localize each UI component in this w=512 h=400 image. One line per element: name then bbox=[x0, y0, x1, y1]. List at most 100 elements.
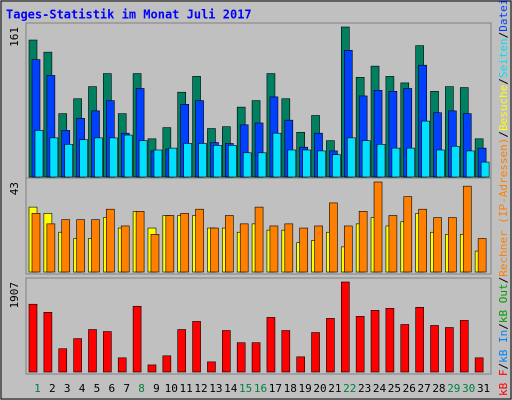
bar bbox=[123, 134, 133, 178]
bar bbox=[31, 213, 41, 273]
bar bbox=[358, 211, 368, 273]
bar bbox=[76, 219, 85, 273]
legend-separator: / bbox=[497, 78, 510, 85]
x-tick-label: 31 bbox=[477, 382, 490, 395]
bar bbox=[183, 143, 193, 178]
bar bbox=[49, 137, 59, 178]
x-tick-label: 24 bbox=[373, 382, 387, 395]
bar bbox=[388, 215, 398, 273]
bar bbox=[329, 202, 338, 273]
bar bbox=[340, 281, 350, 373]
bar bbox=[109, 137, 118, 178]
legend-separator: / bbox=[497, 323, 510, 330]
bar bbox=[403, 196, 413, 273]
bar bbox=[46, 223, 56, 273]
y-tick-label: 161 bbox=[8, 27, 21, 47]
bar bbox=[317, 150, 326, 178]
bar bbox=[391, 147, 401, 178]
bar bbox=[314, 225, 323, 273]
legend-separator: / bbox=[497, 363, 510, 370]
x-tick-label: 1 bbox=[34, 382, 41, 395]
bar bbox=[192, 321, 201, 373]
bar bbox=[195, 208, 204, 273]
legend-separator: / bbox=[497, 131, 510, 138]
bar bbox=[296, 356, 305, 373]
bar bbox=[198, 143, 207, 178]
x-tick-label: 11 bbox=[180, 382, 193, 395]
bar bbox=[147, 364, 157, 373]
bar bbox=[299, 227, 308, 273]
bar bbox=[177, 329, 187, 373]
x-tick-label: 25 bbox=[388, 382, 401, 395]
bar bbox=[311, 332, 320, 373]
bar bbox=[418, 208, 427, 273]
x-tick-label: 2 bbox=[49, 382, 56, 395]
legend-entry: kB Out bbox=[497, 283, 510, 323]
x-tick-label: 12 bbox=[194, 382, 207, 395]
x-tick-label: 8 bbox=[138, 382, 145, 395]
x-tick-label: 28 bbox=[432, 382, 445, 395]
x-tick-label: 30 bbox=[462, 382, 475, 395]
legend-separator: / bbox=[497, 32, 510, 39]
bar bbox=[239, 223, 249, 273]
legend-separator: / bbox=[497, 277, 510, 284]
x-tick-label: 3 bbox=[64, 382, 71, 395]
bar bbox=[266, 317, 276, 373]
legend-entry: Seiten bbox=[497, 38, 510, 78]
x-tick-label: 21 bbox=[328, 382, 341, 395]
bar bbox=[180, 213, 190, 273]
bar bbox=[242, 152, 252, 178]
bar bbox=[448, 217, 457, 273]
bar bbox=[132, 305, 142, 373]
x-tick-label: 10 bbox=[165, 382, 178, 395]
x-tick-label: 26 bbox=[403, 382, 416, 395]
bar bbox=[433, 217, 442, 273]
x-tick-label: 16 bbox=[254, 382, 267, 395]
bar bbox=[272, 132, 282, 178]
bar bbox=[474, 357, 484, 373]
bar bbox=[370, 310, 380, 373]
bar bbox=[138, 140, 148, 178]
x-tick-label: 18 bbox=[284, 382, 297, 395]
bar bbox=[421, 120, 430, 178]
x-tick-label: 17 bbox=[269, 382, 282, 395]
bar bbox=[34, 130, 44, 178]
bar bbox=[165, 215, 175, 273]
bar bbox=[150, 234, 160, 273]
bar bbox=[430, 325, 439, 373]
bar bbox=[332, 154, 341, 178]
bar bbox=[28, 303, 38, 373]
legend-entry: Dateien bbox=[497, 0, 510, 32]
x-tick-label: 22 bbox=[343, 382, 356, 395]
bar bbox=[88, 329, 97, 373]
bar bbox=[94, 137, 103, 178]
legend-entry: Rechner (IP-Adressen) bbox=[497, 138, 510, 277]
bar bbox=[284, 223, 294, 273]
bar bbox=[281, 330, 291, 373]
bar bbox=[91, 219, 100, 273]
bar bbox=[210, 227, 219, 273]
bar bbox=[64, 144, 74, 178]
x-tick-label: 19 bbox=[298, 382, 311, 395]
bar bbox=[406, 147, 416, 178]
bar bbox=[436, 149, 445, 178]
x-tick-label: 6 bbox=[108, 382, 115, 395]
bar bbox=[302, 149, 311, 178]
x-tick-label: 4 bbox=[79, 382, 86, 395]
bar bbox=[222, 330, 231, 373]
bar bbox=[462, 185, 472, 273]
bar bbox=[103, 331, 112, 373]
bar bbox=[400, 324, 410, 373]
x-tick-label: 14 bbox=[224, 382, 238, 395]
x-tick-label: 7 bbox=[123, 382, 130, 395]
bar bbox=[153, 149, 163, 178]
bar bbox=[343, 225, 353, 273]
bar bbox=[106, 208, 115, 273]
bar bbox=[376, 144, 386, 178]
bar bbox=[480, 161, 490, 178]
bar bbox=[168, 147, 178, 178]
bar bbox=[117, 357, 127, 373]
bar bbox=[58, 348, 68, 373]
x-tick-label: 15 bbox=[239, 382, 252, 395]
y-tick-label: 1907 bbox=[8, 282, 21, 309]
